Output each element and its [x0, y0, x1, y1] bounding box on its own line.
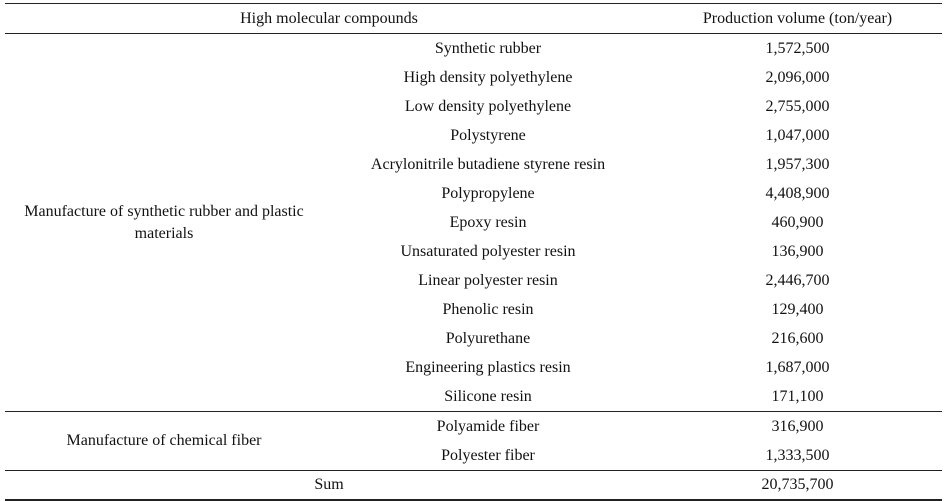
- production-value: 460,900: [771, 213, 824, 231]
- compound-name: Engineering plastics resin: [405, 358, 571, 376]
- production-value: 4,408,900: [765, 184, 830, 202]
- table-row: Low density polyethylene 2,755,000: [5, 92, 942, 121]
- production-value: 2,096,000: [765, 68, 830, 86]
- table-row: Epoxy resin 460,900: [5, 208, 942, 237]
- table-row: High density polyethylene 2,096,000: [5, 63, 942, 92]
- compound-name: Polyester fiber: [441, 446, 535, 464]
- table-row: Linear polyester resin 2,446,700: [5, 266, 942, 295]
- compound-name: Synthetic rubber: [434, 39, 542, 57]
- group-label: Manufacture of synthetic rubber and plas…: [24, 202, 304, 242]
- table-row: Phenolic resin 129,400: [5, 295, 942, 324]
- table-row: Polypropylene 4,408,900: [5, 179, 942, 208]
- production-value: 316,900: [653, 411, 942, 441]
- compound-name: Unsaturated polyester resin: [400, 242, 576, 260]
- header-row: High molecular compounds Production volu…: [5, 3, 942, 34]
- production-value: 2,755,000: [765, 97, 830, 115]
- table-row: Acrylonitrile butadiene styrene resin 1,9…: [5, 150, 942, 179]
- compound-name: Polystyrene: [450, 126, 526, 144]
- compound-name: Linear polyester resin: [418, 271, 558, 289]
- compound-name: Low density polyethylene: [404, 97, 572, 115]
- group-label: Manufacture of chemical fiber: [5, 411, 323, 471]
- compound-name: Phenolic resin: [442, 300, 534, 318]
- compound-name: Polyamide fiber: [323, 411, 653, 441]
- production-table: High molecular compounds Production volu…: [5, 3, 942, 501]
- compound-name: Acrylonitrile butadiene styrene resin: [370, 155, 606, 173]
- sum-value: 20,735,700: [653, 470, 942, 501]
- production-value: 136,900: [771, 242, 824, 260]
- production-value: 216,600: [771, 329, 824, 347]
- table-row: Engineering plastics resin 1,687,000: [5, 353, 942, 382]
- production-value: 1,333,500: [765, 446, 830, 464]
- table-row: Manufacture of synthetic rubber and plas…: [5, 34, 942, 242]
- compound-name: Silicone resin: [444, 387, 532, 405]
- sum-label: Sum: [5, 470, 653, 501]
- production-value: 171,100: [771, 387, 824, 405]
- table-row: Polyester fiber 1,333,500: [5, 441, 942, 471]
- table-body: Manufacture of synthetic rubber and plas…: [5, 34, 942, 501]
- production-value: 1,687,000: [765, 358, 830, 376]
- table-row: Silicone resin 171,100: [5, 382, 942, 412]
- header-compounds: High molecular compounds: [5, 3, 653, 34]
- production-value: 1,572,500: [765, 39, 830, 57]
- production-value: 129,400: [771, 300, 824, 318]
- header-volume: Production volume (ton/year): [653, 3, 942, 34]
- table-row: Unsaturated polyester resin 136,900: [5, 237, 942, 266]
- compound-name: Polyurethane: [445, 329, 531, 347]
- compound-name: Polypropylene: [441, 184, 535, 202]
- table-row: Polystyrene 1,047,000: [5, 121, 942, 150]
- production-value: 2,446,700: [765, 271, 830, 289]
- table-row: Manufacture of chemical fiber Polyamide f…: [5, 411, 942, 471]
- compound-name: High density polyethylene: [403, 68, 573, 86]
- production-value: 1,047,000: [765, 126, 830, 144]
- production-value: 1,957,300: [765, 155, 830, 173]
- compound-name: Epoxy resin: [449, 213, 527, 231]
- table-row: Polyurethane 216,600: [5, 324, 942, 353]
- sum-row: Sum 20,735,700: [5, 470, 942, 501]
